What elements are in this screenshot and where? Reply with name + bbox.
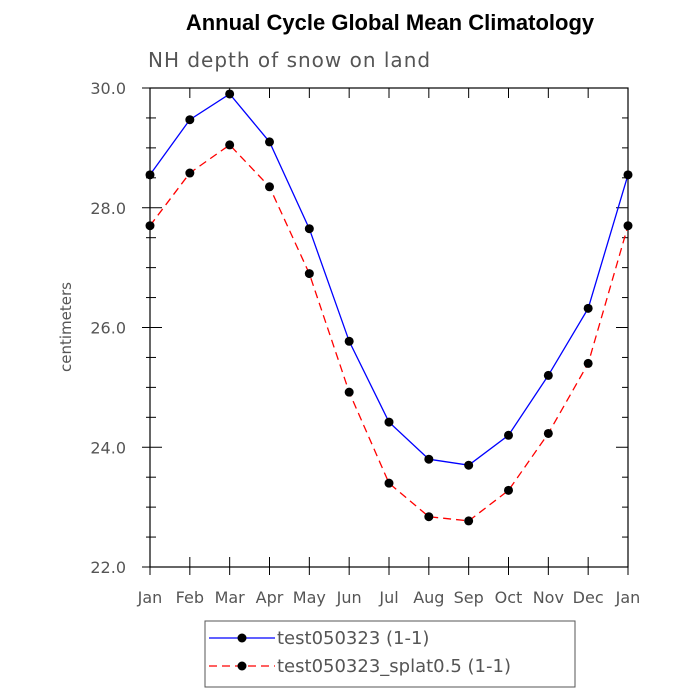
- data-point: [145, 170, 155, 180]
- x-tick-label: Oct: [495, 588, 523, 607]
- data-point: [424, 512, 434, 522]
- x-tick-label: Nov: [533, 588, 564, 607]
- y-axis-label: centimeters: [57, 282, 75, 372]
- legend-label-2: test050323_splat0.5 (1-1): [277, 656, 511, 677]
- x-tick-label: Jan: [615, 588, 641, 607]
- data-point: [543, 428, 553, 438]
- x-tick-label: Feb: [176, 588, 204, 607]
- plot-frame: [149, 87, 629, 568]
- data-point: [543, 370, 553, 380]
- x-tick-label: Apr: [256, 588, 284, 607]
- y-axis: 22.0 24.0 26.0 28.0 30.0: [90, 79, 628, 577]
- data-point: [424, 454, 434, 464]
- data-point: [623, 221, 633, 231]
- legend: test050323 (1-1) test050323_splat0.5 (1-1…: [204, 620, 576, 688]
- data-point: [384, 417, 394, 427]
- data-point: [504, 485, 513, 495]
- data-point: [304, 269, 314, 279]
- data-point: [583, 358, 593, 368]
- x-tick-label: Jun: [336, 588, 362, 607]
- x-tick-label: May: [293, 588, 326, 607]
- data-point: [583, 303, 593, 313]
- chart-title: Annual Cycle Global Mean Climatology: [185, 10, 595, 35]
- data-point: [185, 168, 195, 178]
- series-group: [145, 89, 633, 526]
- legend-box: [204, 620, 576, 688]
- data-point: [504, 430, 513, 440]
- data-point: [464, 460, 474, 470]
- data-point: [265, 137, 274, 147]
- series-line-2: [149, 144, 629, 522]
- y-tick-label: 30.0: [90, 79, 126, 98]
- legend-marker: [237, 633, 247, 643]
- y-tick-label: 26.0: [90, 319, 126, 338]
- legend-label-1: test050323 (1-1): [277, 628, 429, 649]
- data-point: [344, 387, 354, 397]
- y-tick-label: 28.0: [90, 199, 126, 218]
- data-point: [623, 170, 633, 180]
- data-point: [384, 478, 394, 488]
- y-tick-label: 24.0: [90, 438, 126, 457]
- x-tick-label: Jul: [378, 588, 398, 607]
- x-tick-label: Jan: [137, 588, 163, 607]
- series-line-1: [149, 93, 629, 466]
- legend-marker: [237, 661, 247, 671]
- data-point: [185, 115, 195, 125]
- x-tick-label: Mar: [215, 588, 246, 607]
- x-tick-label: Aug: [413, 588, 444, 607]
- data-point: [225, 89, 235, 99]
- data-point: [304, 224, 314, 234]
- data-point: [344, 336, 354, 346]
- data-point: [265, 182, 274, 192]
- x-tick-label: Sep: [454, 588, 484, 607]
- data-point: [225, 140, 235, 150]
- x-tick-label: Dec: [573, 588, 604, 607]
- data-point: [464, 516, 474, 526]
- x-axis: Jan Feb Mar Apr May Jun Jul Aug Sep Oct Nov Dec Jan: [137, 88, 641, 607]
- data-point: [145, 221, 155, 231]
- y-tick-label: 22.0: [90, 558, 126, 577]
- chart-subtitle: NH depth of snow on land: [148, 48, 432, 72]
